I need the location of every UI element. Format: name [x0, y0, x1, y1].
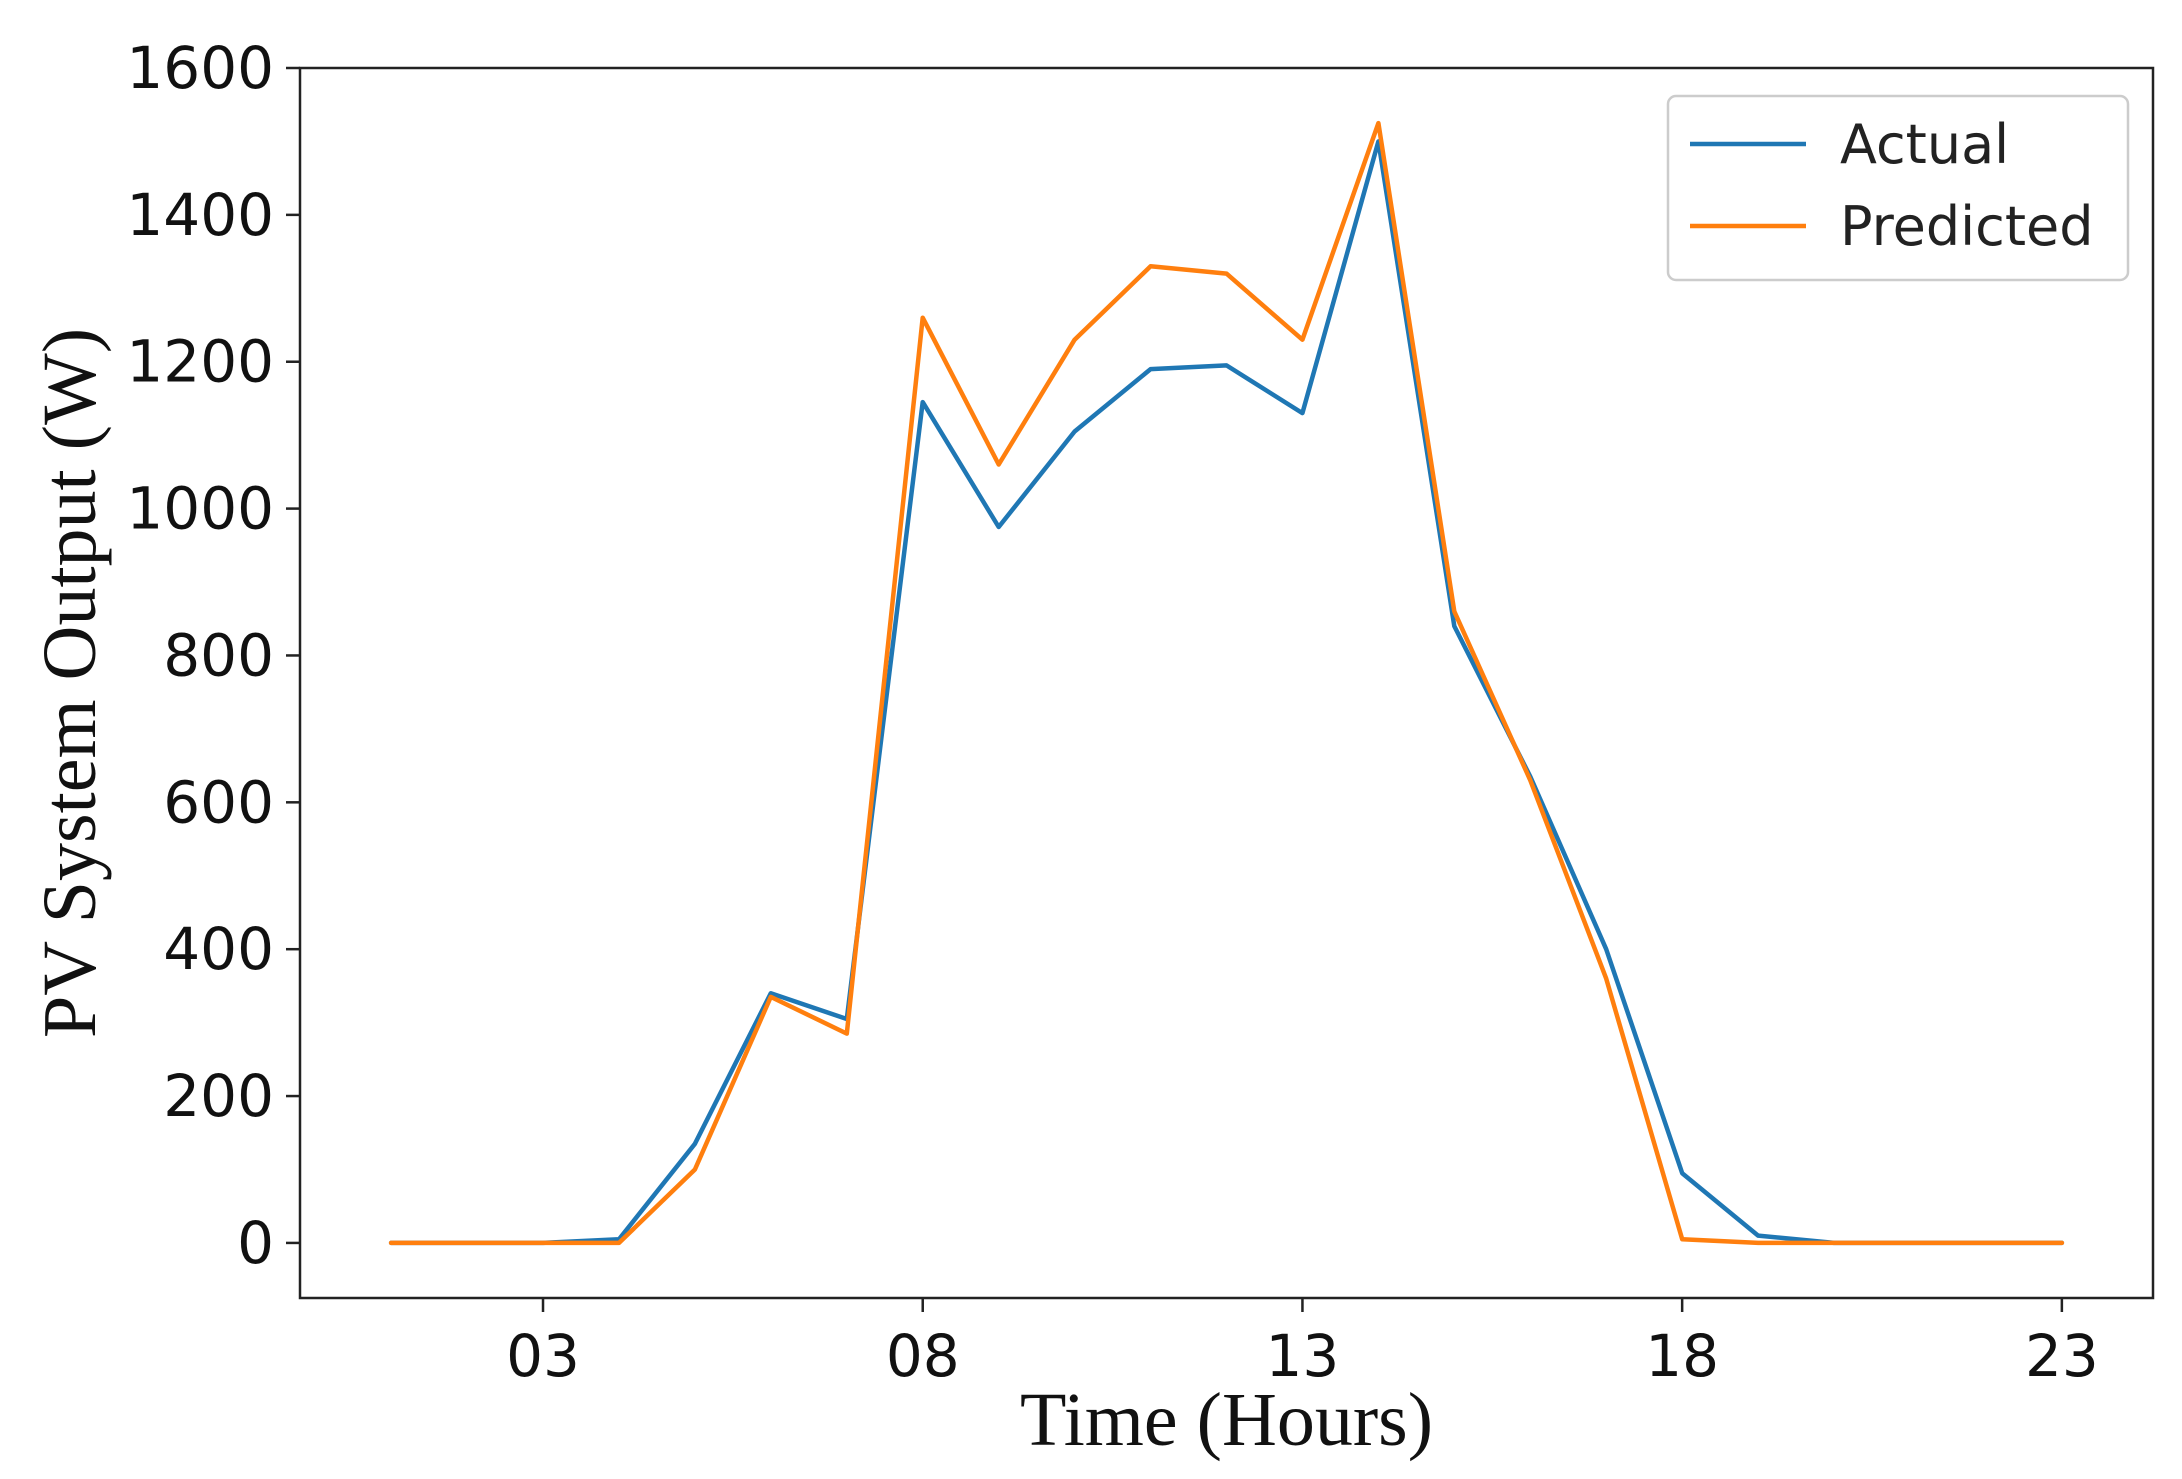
x-tick-label: 23: [2025, 1322, 2099, 1390]
series-line-actual: [388, 139, 2065, 1246]
x-tick-label: 03: [506, 1322, 580, 1390]
y-tick-label: 1400: [126, 181, 274, 249]
x-tick-label: 08: [886, 1322, 960, 1390]
series-line-predicted: [388, 120, 2065, 1246]
x-axis-ticks: 03 08 13 18 23: [506, 1298, 2099, 1390]
y-tick-label: 0: [237, 1209, 274, 1277]
y-tick-label: 800: [163, 621, 274, 689]
legend-label: Actual: [1840, 113, 2009, 176]
y-tick-label: 200: [163, 1062, 274, 1130]
plot-frame: [298, 66, 2155, 1300]
x-tick-label: 18: [1645, 1322, 1719, 1390]
y-axis-title: PV System Output (W): [28, 328, 112, 1038]
y-tick-label: 600: [163, 768, 274, 836]
y-tick-label: 1200: [126, 328, 274, 396]
legend: Actual Predicted: [1666, 94, 2130, 282]
y-tick-label: 1600: [126, 34, 274, 102]
legend-label: Predicted: [1840, 195, 2094, 258]
y-tick-label: 400: [163, 915, 274, 983]
y-tick-label: 1000: [126, 475, 274, 543]
x-axis-title: Time (Hours): [1020, 1378, 1433, 1462]
y-axis-ticks: 0 200 400 600 800 1000 1200 1400 1600: [126, 34, 300, 1277]
x-tick-label: 13: [1266, 1322, 1340, 1390]
series-layer: [388, 120, 2065, 1246]
